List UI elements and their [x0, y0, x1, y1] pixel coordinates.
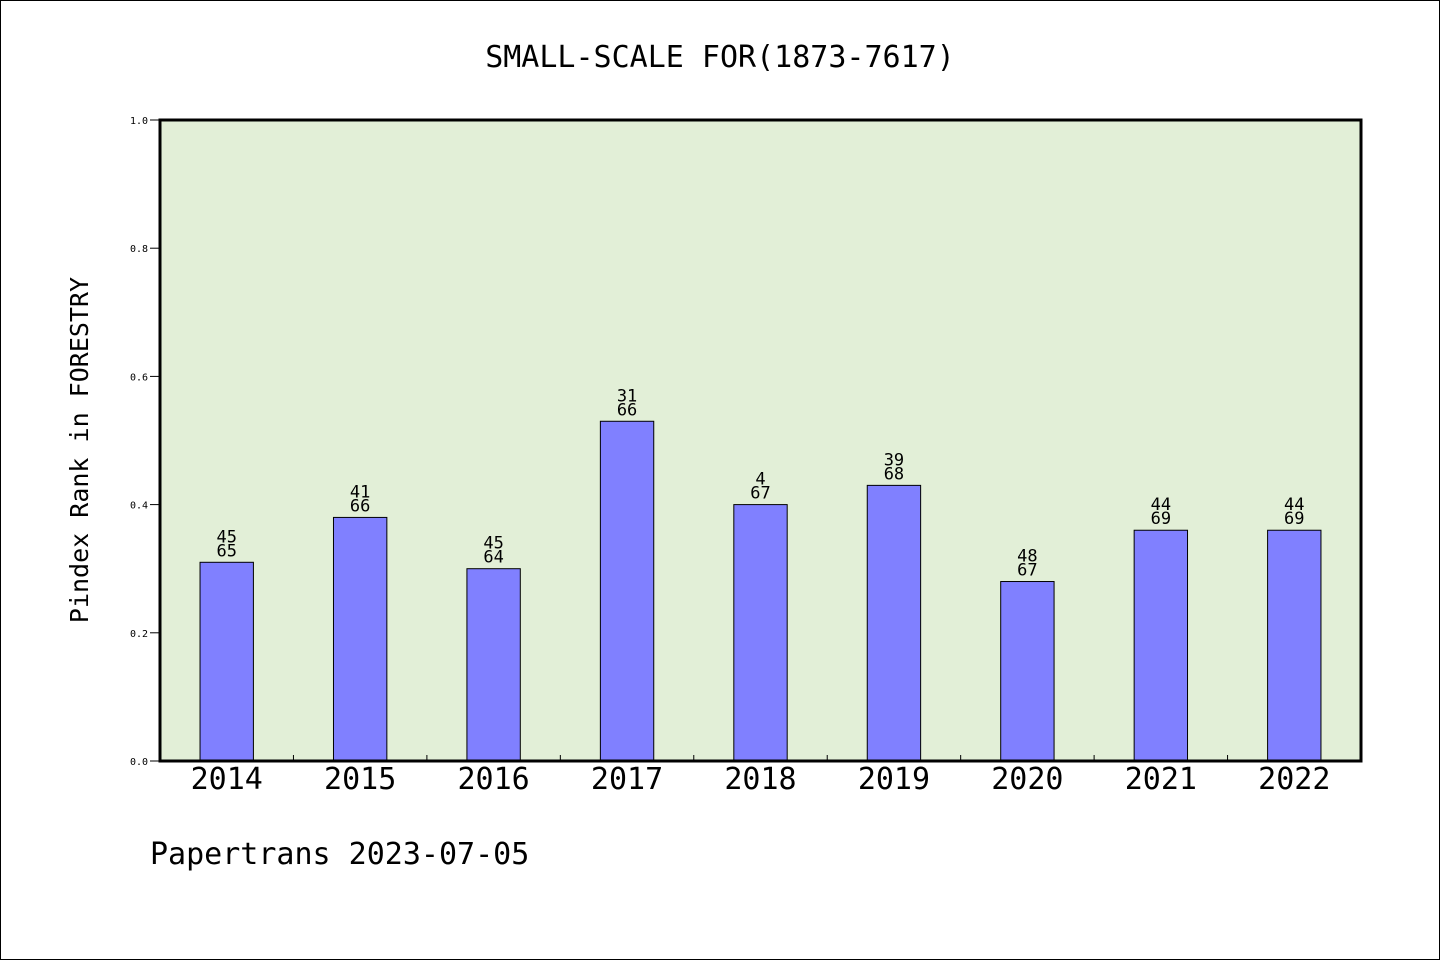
x-tick-label-2021: 2021	[1125, 762, 1197, 797]
y-tick-label: 0.2	[130, 629, 148, 640]
x-axis: 2014 2015 2016 2017 2018 2019 2020 2021 2022	[191, 755, 1330, 797]
bar-2016	[466, 568, 521, 762]
bar-label-total-2020: 67	[1017, 561, 1037, 581]
bar-label-rank-2018: 4	[755, 470, 765, 490]
x-tick-label-2017: 2017	[591, 762, 663, 797]
bar-label-rank-2019: 39	[884, 450, 904, 470]
bar-2015	[332, 516, 388, 762]
bar-2018	[733, 504, 788, 762]
y-tick-label: 0.6	[130, 372, 148, 383]
y-tick-label: 0.0	[130, 757, 148, 768]
y-axis: 0.0 0.2 0.4 0.6 0.8 1.0	[130, 116, 160, 768]
bar-2022	[1267, 529, 1322, 762]
y-tick-label: 1.0	[130, 116, 148, 127]
bar-label-rank-2020: 48	[1017, 547, 1037, 567]
y-tick-label: 0.8	[130, 244, 148, 255]
bar-label-total-2018: 67	[750, 484, 770, 504]
y-tick-label: 0.4	[130, 501, 148, 512]
bar-label-total-2015: 66	[350, 496, 370, 516]
bar-label-total-2022: 69	[1284, 509, 1304, 529]
x-tick-label-2022: 2022	[1258, 762, 1330, 797]
bar-label-total-2017: 66	[617, 400, 637, 420]
bar-label-rank-2017: 31	[617, 386, 637, 406]
x-tick-label-2014: 2014	[191, 762, 263, 797]
bar-2014	[199, 561, 254, 762]
bar-2021	[1133, 529, 1189, 762]
x-tick-label-2016: 2016	[457, 762, 529, 797]
bar-2020	[1000, 581, 1055, 762]
bar-label-rank-2022: 44	[1284, 495, 1304, 515]
bar-label-total-2021: 69	[1151, 509, 1171, 529]
plot-border	[158, 118, 1363, 763]
bar-label-total-2016: 64	[483, 548, 503, 568]
chart-title: SMALL-SCALE FOR(1873-7617)	[485, 40, 955, 75]
bar-label-rank-2016: 45	[483, 534, 503, 554]
x-tick-label-2018: 2018	[724, 762, 796, 797]
x-tick-label-2015: 2015	[324, 762, 396, 797]
bar-2017	[599, 420, 655, 762]
y-axis-label: Pindex Rank in FORESTRY	[65, 277, 94, 623]
footer-source-date: Papertrans 2023-07-05	[150, 837, 529, 872]
x-tick-label-2020: 2020	[991, 762, 1063, 797]
bar-label-rank-2015: 41	[350, 482, 370, 502]
bar-label-total-2019: 68	[884, 464, 904, 484]
bar-2019	[866, 484, 922, 762]
x-tick-label-2019: 2019	[858, 762, 930, 797]
bar-label-rank-2014: 45	[216, 527, 236, 547]
bar-label-rank-2021: 44	[1151, 495, 1171, 515]
bar-label-total-2014: 65	[216, 541, 236, 561]
bars-layer	[199, 420, 1322, 762]
